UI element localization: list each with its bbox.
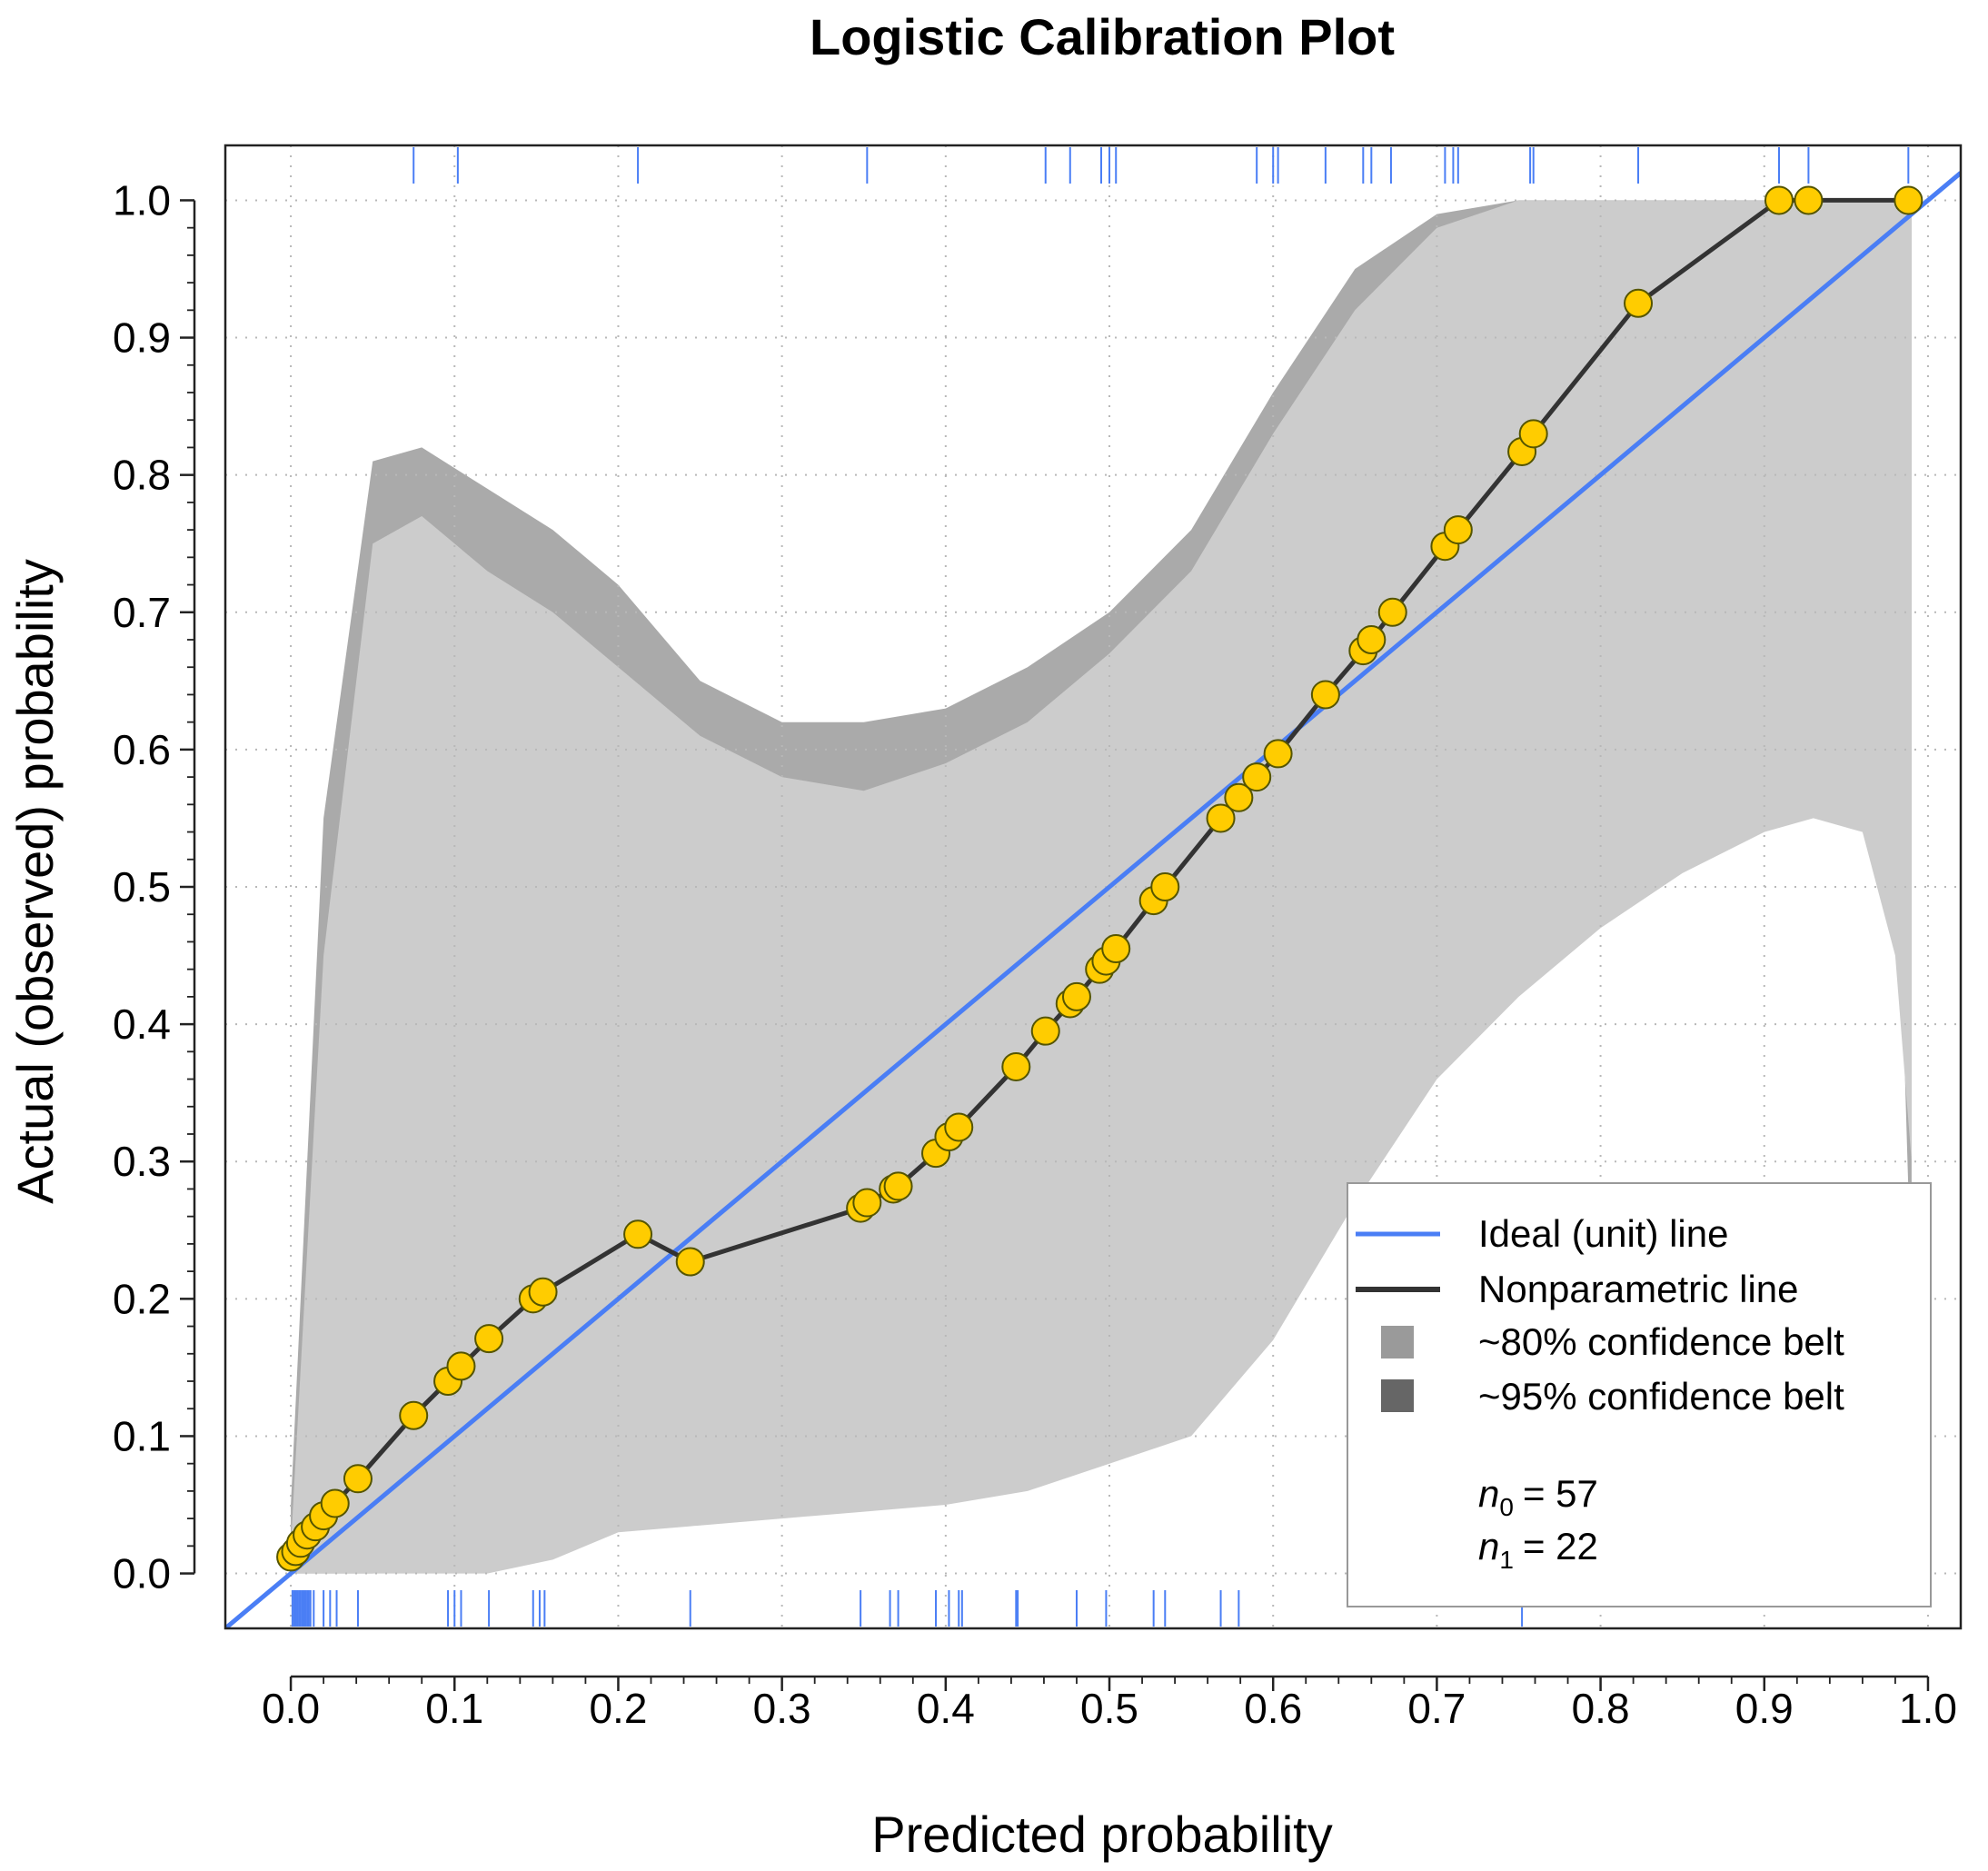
- x-tick-label: 0.3: [753, 1685, 811, 1732]
- legend-box: [1347, 1182, 1932, 1607]
- data-point: [1061, 981, 1091, 1011]
- data-point: [1377, 597, 1407, 627]
- data-point: [1101, 934, 1131, 963]
- data-point: [474, 1324, 504, 1354]
- data-point: [1224, 782, 1254, 812]
- legend-n1: n1 = 22: [1478, 1525, 1598, 1574]
- data-point: [528, 1277, 558, 1307]
- legend-belt95-label: ~95% confidence belt: [1478, 1375, 1844, 1418]
- y-tick-label: 0.1: [113, 1412, 171, 1459]
- y-tick-label: 0.3: [113, 1138, 171, 1185]
- legend-belt80-swatch: [1381, 1326, 1414, 1358]
- legend-belt80-label: ~80% confidence belt: [1478, 1320, 1844, 1363]
- y-tick-label: 0.8: [113, 452, 171, 499]
- legend-n0-symbol: n: [1478, 1472, 1499, 1515]
- data-point: [320, 1488, 350, 1518]
- data-point: [343, 1464, 373, 1494]
- y-tick-label: 1.0: [113, 176, 171, 224]
- x-axis-label: Predicted probability: [871, 1806, 1332, 1863]
- data-point: [1030, 1016, 1060, 1046]
- x-tick-label: 0.2: [589, 1685, 647, 1732]
- legend: Ideal (unit) line Nonparametric line ~80…: [1347, 1182, 1932, 1607]
- legend-n1-symbol: n: [1478, 1525, 1499, 1567]
- legend-belt95-swatch: [1381, 1379, 1414, 1412]
- ideal-unit-line: [225, 171, 1961, 1628]
- plot-frame: [224, 144, 1963, 1630]
- y-tick-label: 0.2: [113, 1275, 171, 1322]
- data-point: [446, 1351, 476, 1381]
- data-point: [1310, 680, 1340, 710]
- data-point: [1624, 288, 1654, 318]
- x-tick-label: 1.0: [1899, 1685, 1957, 1732]
- x-tick-label: 0.9: [1735, 1685, 1794, 1732]
- data-point: [1518, 419, 1548, 449]
- y-axis-label: Actual (observed) probability: [6, 559, 64, 1204]
- data-point: [1001, 1051, 1031, 1081]
- x-tick-label: 0.8: [1572, 1685, 1630, 1732]
- data-point: [675, 1247, 705, 1277]
- y-tick-label: 0.9: [113, 314, 171, 362]
- data-point: [1357, 625, 1387, 654]
- y-tick-label: 0.6: [113, 726, 171, 773]
- legend-n0: n0 = 57: [1478, 1472, 1598, 1521]
- x-tick-label: 0.6: [1244, 1685, 1302, 1732]
- data-point: [1242, 762, 1272, 792]
- y-tick-label: 0.5: [113, 863, 171, 911]
- confidence-belt-80: [291, 200, 1912, 1574]
- y-tick-label: 0.4: [113, 1000, 171, 1048]
- data-point: [883, 1171, 913, 1201]
- y-tick-label: 0.0: [113, 1550, 171, 1597]
- data-point: [1764, 185, 1794, 215]
- data-point: [623, 1219, 653, 1249]
- data-point: [1794, 185, 1824, 215]
- data-point: [1443, 515, 1473, 545]
- x-tick-label: 0.1: [425, 1685, 483, 1732]
- data-point: [1150, 872, 1180, 901]
- chart-title: Logistic Calibration Plot: [810, 8, 1395, 65]
- plot-area: 0.0 0.1 0.2 0.3 0.4 0.5 0.6 0.7 0.8 0.9 1.0 0.0 0.1 0…: [113, 144, 1963, 1732]
- legend-n0-value: = 57: [1523, 1472, 1598, 1515]
- legend-n1-value: = 22: [1523, 1525, 1598, 1567]
- x-tick-label: 0.4: [917, 1685, 975, 1732]
- x-tick-label: 0.7: [1407, 1685, 1466, 1732]
- data-point: [1206, 803, 1236, 833]
- legend-ideal-label: Ideal (unit) line: [1478, 1212, 1728, 1255]
- legend-n1-subscript: 1: [1499, 1546, 1514, 1574]
- legend-nonparametric-label: Nonparametric line: [1478, 1268, 1799, 1310]
- data-point: [944, 1112, 974, 1142]
- data-point: [1263, 739, 1293, 769]
- x-tick-label: 0.5: [1080, 1685, 1138, 1732]
- data-point: [1894, 185, 1923, 215]
- data-point: [852, 1188, 882, 1218]
- legend-n0-subscript: 0: [1499, 1493, 1514, 1521]
- x-tick-label: 0.0: [262, 1685, 320, 1732]
- data-point: [399, 1400, 429, 1430]
- y-tick-label: 0.7: [113, 589, 171, 636]
